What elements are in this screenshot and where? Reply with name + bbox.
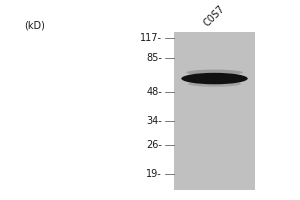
- Text: 85-: 85-: [146, 53, 162, 63]
- Bar: [174, 32, 255, 190]
- Ellipse shape: [186, 70, 243, 75]
- Text: C0S7: C0S7: [201, 4, 226, 29]
- Text: 34-: 34-: [146, 116, 162, 126]
- Ellipse shape: [188, 81, 241, 87]
- Text: 26-: 26-: [146, 140, 162, 150]
- Text: (kD): (kD): [24, 20, 45, 30]
- Text: 48-: 48-: [146, 87, 162, 97]
- Text: 117-: 117-: [140, 33, 162, 43]
- Ellipse shape: [181, 73, 248, 84]
- Text: 19-: 19-: [146, 169, 162, 179]
